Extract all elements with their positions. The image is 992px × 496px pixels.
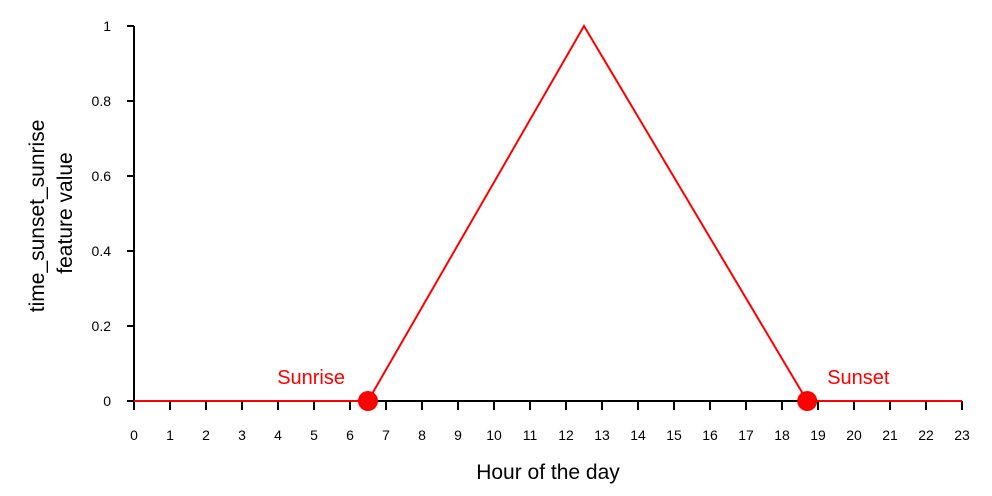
x-axis-ticks: 0 1 2 3 4 5 6 7 8 9 10 11 12 13 14 15 16 17 18 19 20 21 22 23 (130, 401, 970, 443)
y-tick-label: 1 (103, 18, 111, 34)
x-tick-label: 8 (418, 427, 426, 443)
markers: Sunrise Sunset (277, 367, 890, 411)
x-tick-label: 16 (702, 427, 718, 443)
x-tick-label: 5 (310, 427, 318, 443)
x-tick-label: 1 (166, 427, 174, 443)
x-tick-label: 15 (666, 427, 682, 443)
x-tick-label: 6 (346, 427, 354, 443)
x-tick-label: 17 (738, 427, 754, 443)
marker-sunset (797, 391, 818, 411)
x-tick-label: 9 (454, 427, 462, 443)
y-tick-label: 0.8 (92, 93, 112, 109)
y-tick-label: 0 (103, 393, 111, 409)
x-tick-label: 21 (882, 427, 898, 443)
x-axis-title: Hour of the day (476, 461, 620, 484)
x-tick-label: 12 (558, 427, 574, 443)
x-tick-label: 4 (274, 427, 282, 443)
x-tick-label: 14 (630, 427, 646, 443)
x-tick-label: 20 (846, 427, 862, 443)
x-tick-label: 19 (810, 427, 826, 443)
y-tick-label: 0.4 (92, 243, 112, 259)
x-tick-label: 3 (238, 427, 246, 443)
y-axis-title-line-2: feature value (54, 152, 77, 273)
x-tick-label: 2 (202, 427, 210, 443)
y-tick-label: 0.2 (92, 318, 112, 334)
marker-label-sunrise: Sunrise (277, 367, 345, 389)
series-line (134, 24, 962, 402)
x-tick-label: 13 (594, 427, 610, 443)
x-tick-label: 10 (486, 427, 502, 443)
y-tick-label: 0.6 (92, 168, 112, 184)
x-tick-label: 22 (918, 427, 934, 443)
y-axis-ticks: 0 0.2 0.4 0.6 0.8 1 (92, 18, 134, 409)
x-tick-label: 11 (523, 427, 538, 443)
y-axis-title-line-1: time_sunset_sunrise (26, 120, 49, 313)
x-tick-label: 18 (774, 427, 790, 443)
y-axis-title: time_sunset_sunrise feature value (26, 114, 77, 312)
marker-label-sunset: Sunset (827, 367, 890, 389)
x-tick-label: 0 (130, 427, 138, 443)
x-tick-label: 7 (382, 427, 390, 443)
x-tick-label: 23 (954, 427, 970, 443)
marker-sunrise (358, 391, 378, 411)
